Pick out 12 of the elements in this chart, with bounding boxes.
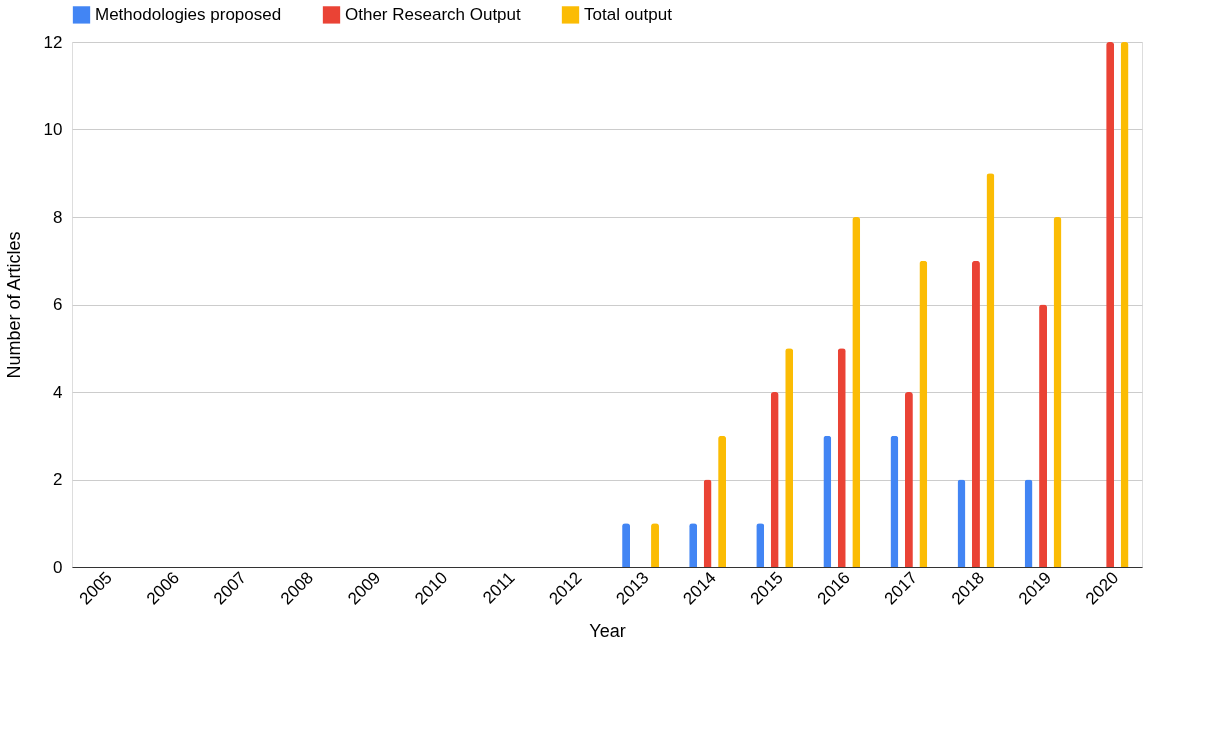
y-tick-label: 10 — [43, 120, 63, 139]
y-tick-label: 12 — [43, 32, 63, 52]
y-tick-label: 4 — [53, 382, 63, 402]
y-tick-label: 6 — [53, 295, 63, 314]
y-tick-label: 2 — [53, 470, 63, 489]
legend-label: Total output — [584, 4, 673, 24]
legend-label: Methodologies proposed — [95, 4, 282, 24]
y-tick-label: 8 — [53, 207, 63, 227]
y-tick-label: 0 — [53, 557, 63, 577]
y-axis-title: Number of Articles — [3, 231, 24, 379]
x-axis-title: Year — [589, 620, 626, 641]
legend-label: Other Research Output — [345, 4, 522, 24]
